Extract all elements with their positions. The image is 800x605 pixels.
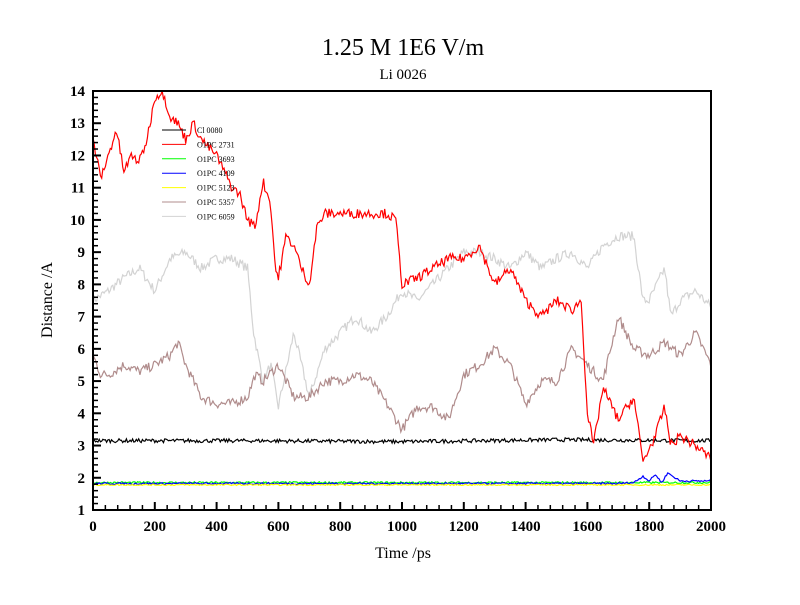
x-tick-label: 2000 [696,519,726,535]
y-tick-label: 2 [78,471,86,487]
chart-title: 1.25 M 1E6 V/m [322,35,485,61]
legend-label: O1PC 2731 [197,140,235,149]
legend-label: Cl 0080 [197,126,223,135]
x-tick-label: 800 [329,519,352,535]
y-axis-label: Distance /A [39,262,56,338]
y-tick-label: 13 [70,116,85,132]
x-tick-label: 1000 [387,519,417,535]
series-line-o1pc-2731 [92,90,712,462]
x-tick-label: 400 [205,519,228,535]
y-tick-label: 7 [78,310,86,326]
x-axis-label: Time /ps [375,545,431,562]
y-tick-label: 6 [78,342,86,358]
x-tick-label: 1400 [511,519,541,535]
x-tick-label: 1600 [572,519,602,535]
axes-group: 0 200 400 600 800 1000 1200 1400 1600 1800 2000123… [70,84,726,535]
y-tick-label: 5 [78,374,86,390]
legend-label: O1PC 4109 [197,169,235,178]
x-tick-label: 600 [267,519,290,535]
x-tick-label: 0 [89,519,97,535]
y-tick-label: 1 [78,503,86,519]
y-tick-label: 9 [78,245,86,261]
series-line-cl-0080 [92,436,712,445]
x-tick-label: 200 [144,519,167,535]
legend: Cl 0080 O1PC 2731 O1PC 3693 O1PC 4109 O1PC 5… [162,126,235,221]
y-tick-label: 8 [78,277,86,293]
series-line-o1pc-5357 [92,316,712,435]
y-tick-label: 3 [78,439,86,455]
legend-label: O1PC 5357 [197,198,235,207]
chart-subtitle: Li 0026 [379,67,427,83]
series-line-o1pc-4109 [92,472,712,486]
y-tick-label: 10 [70,213,85,229]
x-tick-label: 1800 [634,519,664,535]
legend-label: O1PC 3693 [197,155,235,164]
y-tick-label: 14 [70,84,86,100]
series-line-o1pc-5123 [92,483,712,487]
y-tick-label: 11 [71,181,85,197]
x-tick-label: 1200 [449,519,479,535]
series-group [92,90,712,487]
series-line-o1pc-6059 [92,230,712,410]
legend-label: O1PC 5123 [197,184,235,193]
y-tick-label: 4 [78,406,86,422]
y-tick-label: 12 [70,148,85,164]
plot-frame [92,90,712,511]
legend-label: O1PC 6059 [197,212,235,221]
